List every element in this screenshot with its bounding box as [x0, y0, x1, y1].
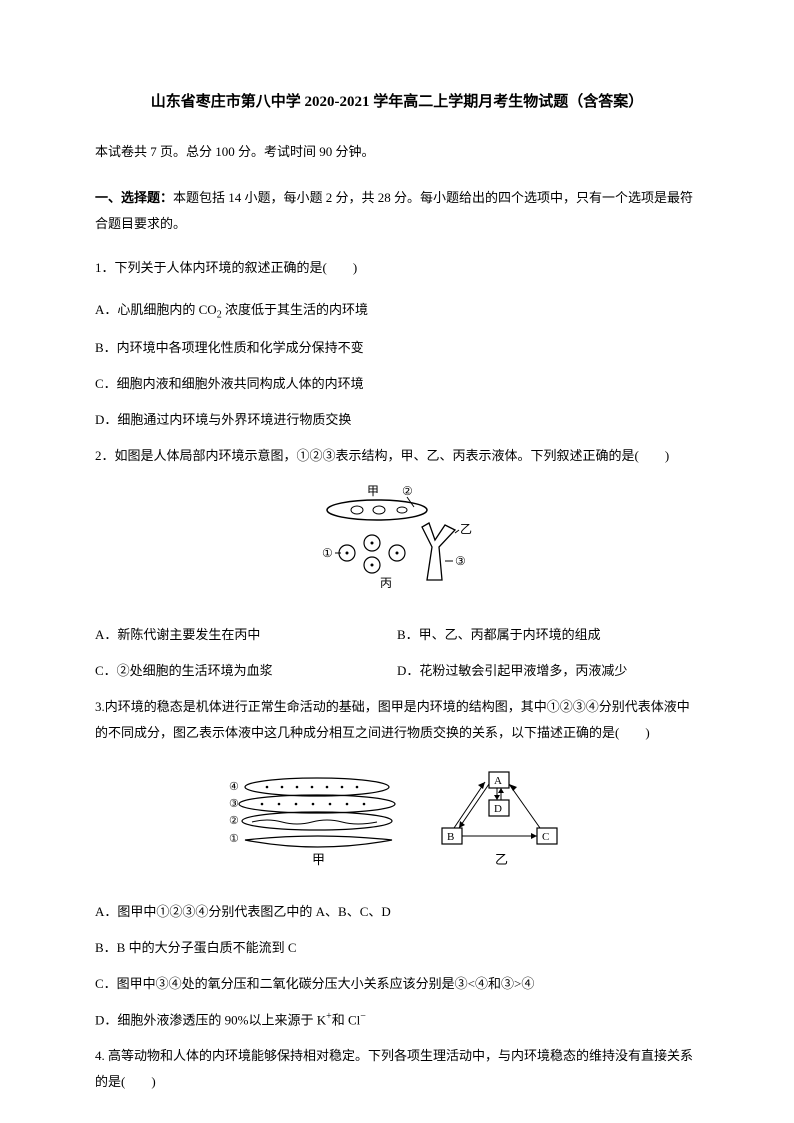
q2-label-bing: 丙: [380, 576, 392, 590]
section-1-header: 一、选择题：本题包括 14 小题，每小题 2 分，共 28 分。每小题给出的四个…: [95, 185, 699, 237]
svg-text:乙: 乙: [495, 852, 508, 867]
q3-fig-yi: A D B C 乙: [442, 772, 557, 867]
section-desc: 本题包括 14 小题，每小题 2 分，共 28 分。每小题给出的四个选项中，只有…: [95, 190, 693, 231]
q3-option-d: D．细胞外液渗透压的 90%以上来源于 K+和 Cl−: [95, 1007, 699, 1033]
q1-option-d: D．细胞通过内环境与外界环境进行物质交换: [95, 407, 699, 433]
q1-option-a: A．心肌细胞内的 CO2 浓度低于其生活的内环境: [95, 297, 699, 326]
svg-text:③: ③: [229, 798, 239, 810]
q1-option-b: B．内环境中各项理化性质和化学成分保持不变: [95, 335, 699, 361]
q2-label-2: ②: [402, 485, 413, 498]
section-prefix: 一、选择题：: [95, 190, 173, 205]
exam-info: 本试卷共 7 页。总分 100 分。考试时间 90 分钟。: [95, 142, 699, 163]
q3-fig-jia: ④ ③ ② ① 甲: [229, 778, 395, 867]
svg-text:甲: 甲: [312, 852, 325, 867]
page-title: 山东省枣庄市第八中学 2020-2021 学年高二上学期月考生物试题（含答案）: [95, 90, 699, 114]
q2-option-c: C．②处细胞的生活环境为血浆: [95, 658, 397, 684]
svg-text:C: C: [542, 831, 549, 843]
svg-text:D: D: [494, 803, 502, 815]
svg-text:④: ④: [229, 781, 239, 793]
q3-figure: ④ ③ ② ① 甲 A D B C: [95, 762, 699, 879]
q2-label-1: ①: [322, 546, 333, 560]
q2-option-d: D．花粉过敏会引起甲液增多，丙液减少: [397, 658, 699, 684]
q4-stem: 4. 高等动物和人体的内环境能够保持相对稳定。下列各项生理活动中，与内环境稳态的…: [95, 1043, 699, 1095]
q2-label-jia: 甲: [367, 485, 379, 498]
q1-option-c: C．细胞内液和细胞外液共同构成人体的内环境: [95, 371, 699, 397]
svg-text:②: ②: [229, 815, 239, 827]
q2-label-3: ③: [455, 554, 466, 568]
svg-text:A: A: [494, 775, 502, 787]
svg-text:①: ①: [229, 833, 239, 845]
q2-stem: 2．如图是人体局部内环境示意图，①②③表示结构，甲、乙、丙表示液体。下列叙述正确…: [95, 443, 699, 469]
q1-stem: 1．下列关于人体内环境的叙述正确的是( ): [95, 255, 699, 281]
q2-label-yi: 乙: [460, 522, 472, 536]
q3-option-a: A．图甲中①②③④分别代表图乙中的 A、B、C、D: [95, 899, 699, 925]
q3-option-c: C．图甲中③④处的氧分压和二氧化碳分压大小关系应该分别是③<④和③>④: [95, 971, 699, 997]
q3-option-b: B．B 中的大分子蛋白质不能流到 C: [95, 935, 699, 961]
q2-option-a: A．新陈代谢主要发生在丙中: [95, 622, 397, 648]
q2-option-b: B．甲、乙、丙都属于内环境的组成: [397, 622, 699, 648]
q2-figure: 甲 ② ① 丙 乙 ③: [95, 485, 699, 602]
svg-text:B: B: [447, 831, 454, 843]
q3-stem: 3.内环境的稳态是机体进行正常生命活动的基础，图甲是内环境的结构图，其中①②③④…: [95, 694, 699, 746]
